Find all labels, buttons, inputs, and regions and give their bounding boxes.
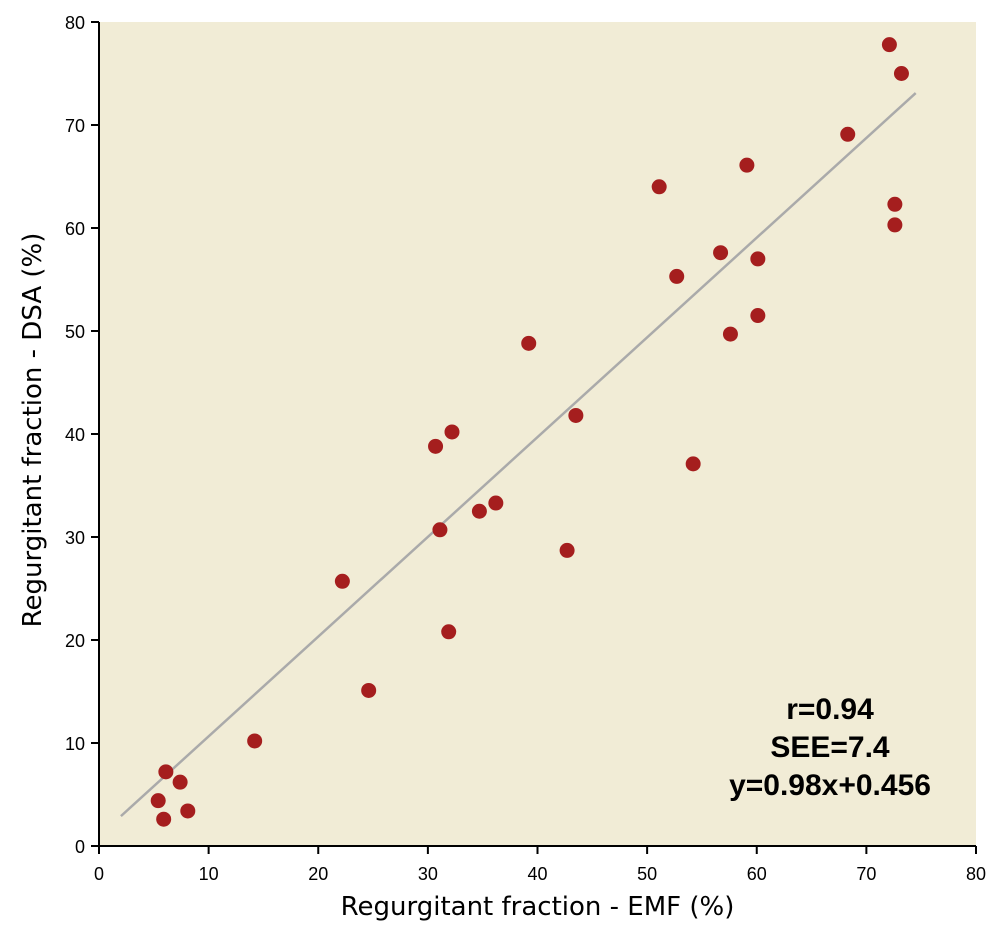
data-point: [441, 624, 457, 640]
x-tick-label: 50: [637, 864, 657, 884]
stat-see: SEE=7.4: [770, 731, 890, 764]
x-tick-label: 0: [94, 864, 104, 884]
y-tick-label: 20: [65, 631, 85, 651]
x-tick-label: 80: [966, 864, 986, 884]
x-tick-label: 20: [308, 864, 328, 884]
data-point: [488, 495, 504, 511]
data-point: [444, 424, 460, 440]
data-point: [669, 268, 685, 284]
x-tick-label: 70: [856, 864, 876, 884]
x-tick-label: 30: [418, 864, 438, 884]
data-point: [568, 407, 584, 423]
data-point: [172, 774, 188, 790]
y-axis-label: Regurgitant fraction - DSA (%): [18, 233, 48, 628]
data-point: [334, 573, 350, 589]
data-point: [713, 245, 729, 261]
y-tick-label: 50: [65, 322, 85, 342]
stat-equation: y=0.98x+0.456: [729, 769, 931, 802]
data-point: [840, 126, 856, 142]
data-point: [559, 542, 575, 558]
y-tick-label: 60: [65, 219, 85, 239]
data-point: [651, 179, 667, 195]
data-point: [432, 522, 448, 538]
y-tick-label: 70: [65, 116, 85, 136]
tick-labels: 0 10 20 30 40 50 60 70 80 0 10 20 30 40 50 60 70 80: [65, 13, 986, 884]
data-point: [887, 196, 903, 212]
y-tick-label: 40: [65, 425, 85, 445]
data-point: [750, 308, 766, 324]
data-point: [361, 682, 377, 698]
x-axis-label: Regurgitant fraction - EMF (%): [341, 892, 735, 922]
data-point: [881, 37, 897, 53]
stat-r: r=0.94: [786, 693, 874, 726]
y-tick-label: 0: [75, 837, 85, 857]
regression-line: [120, 92, 917, 818]
data-points: [150, 37, 909, 827]
x-tick-label: 10: [199, 864, 219, 884]
data-point: [158, 764, 174, 780]
data-point: [180, 803, 196, 819]
data-point: [887, 217, 903, 233]
y-tick-label: 10: [65, 734, 85, 754]
data-point: [750, 251, 766, 267]
axes: [91, 21, 977, 854]
data-point: [722, 326, 738, 342]
x-tick-label: 40: [527, 864, 547, 884]
data-point: [247, 733, 263, 749]
data-point: [893, 66, 909, 81]
data-point: [150, 793, 166, 809]
data-point: [685, 456, 701, 472]
fit-line-layer: [120, 92, 917, 818]
data-point: [156, 811, 172, 827]
data-point: [521, 335, 537, 351]
y-tick-label: 80: [65, 13, 85, 33]
data-point: [428, 438, 444, 454]
x-tick-label: 60: [747, 864, 767, 884]
data-point: [471, 503, 487, 519]
plot-background: [99, 22, 976, 846]
y-tick-label: 30: [65, 528, 85, 548]
data-point: [739, 157, 755, 173]
